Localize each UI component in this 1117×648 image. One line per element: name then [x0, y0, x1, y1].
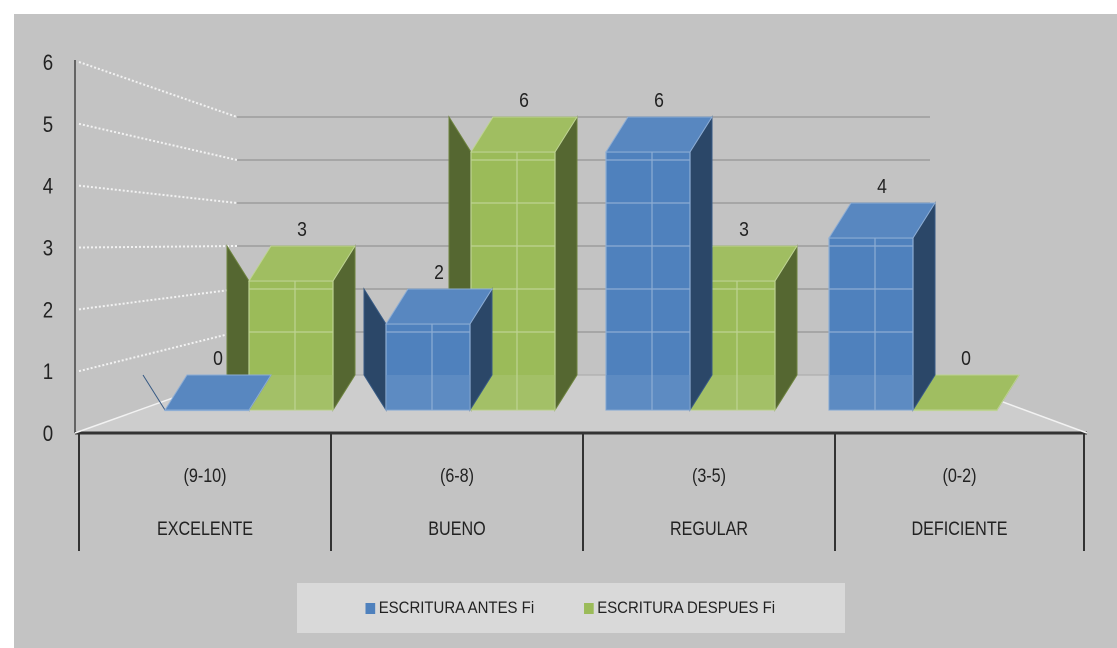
legend-swatch-despues [584, 602, 594, 614]
bar-lower-band [386, 375, 470, 410]
bar-lower-band [606, 375, 690, 410]
category-range-label: (6-8) [440, 465, 474, 487]
category-label: DEFICIENTE [912, 518, 1008, 540]
side-wall-line [78, 245, 238, 249]
bar-side [554, 115, 578, 412]
side-wall-line [78, 288, 238, 311]
side-wall-line [78, 184, 238, 204]
bar-top [828, 202, 936, 239]
category-label: EXCELENTE [157, 518, 253, 540]
y-tick-label: 6 [43, 52, 53, 76]
legend-label-antes: ESCRITURA ANTES Fi [378, 598, 534, 617]
data-label: 3 [739, 218, 749, 240]
category-range-label: (3-5) [692, 465, 726, 487]
side-wall-line [78, 331, 238, 373]
category-label: BUENO [428, 518, 485, 540]
legend-label-despues: ESCRITURA DESPUES Fi [597, 598, 776, 617]
y-tick-label: 5 [43, 114, 53, 138]
y-tick-label: 2 [43, 299, 53, 323]
category-range-label: (0-2) [942, 465, 976, 487]
y-tick-label: 3 [43, 237, 53, 261]
data-label: 6 [654, 89, 664, 111]
legend: ESCRITURA ANTES Fi ESCRITURA DESPUES Fi [297, 583, 845, 633]
bar-side [142, 374, 166, 411]
y-tick-label: 4 [43, 175, 53, 199]
bar-top [248, 245, 356, 282]
category-range-label: (9-10) [183, 465, 226, 487]
bar-side [689, 115, 713, 412]
data-label: 6 [519, 89, 529, 111]
bar-top [164, 374, 272, 411]
bar-side [912, 201, 936, 412]
bar-top [385, 288, 493, 325]
data-label: 0 [961, 347, 971, 369]
legend-item-antes: ESCRITURA ANTES Fi [365, 598, 534, 618]
side-wall-line [78, 122, 238, 161]
bar [605, 151, 691, 411]
bar-lower-band [829, 375, 913, 410]
category-label: REGULAR [670, 518, 748, 540]
data-label: 3 [297, 218, 307, 240]
data-label: 2 [434, 261, 444, 283]
y-tick-label: 0 [43, 423, 53, 447]
bar-top [470, 116, 578, 153]
legend-item-despues: ESCRITURA DESPUES Fi [584, 598, 775, 618]
y-tick-label: 1 [43, 361, 53, 385]
legend-swatch-antes [365, 602, 375, 614]
data-label: 0 [213, 347, 223, 369]
bar-top [605, 116, 713, 153]
data-label: 4 [877, 175, 887, 197]
side-wall-line [78, 61, 238, 118]
